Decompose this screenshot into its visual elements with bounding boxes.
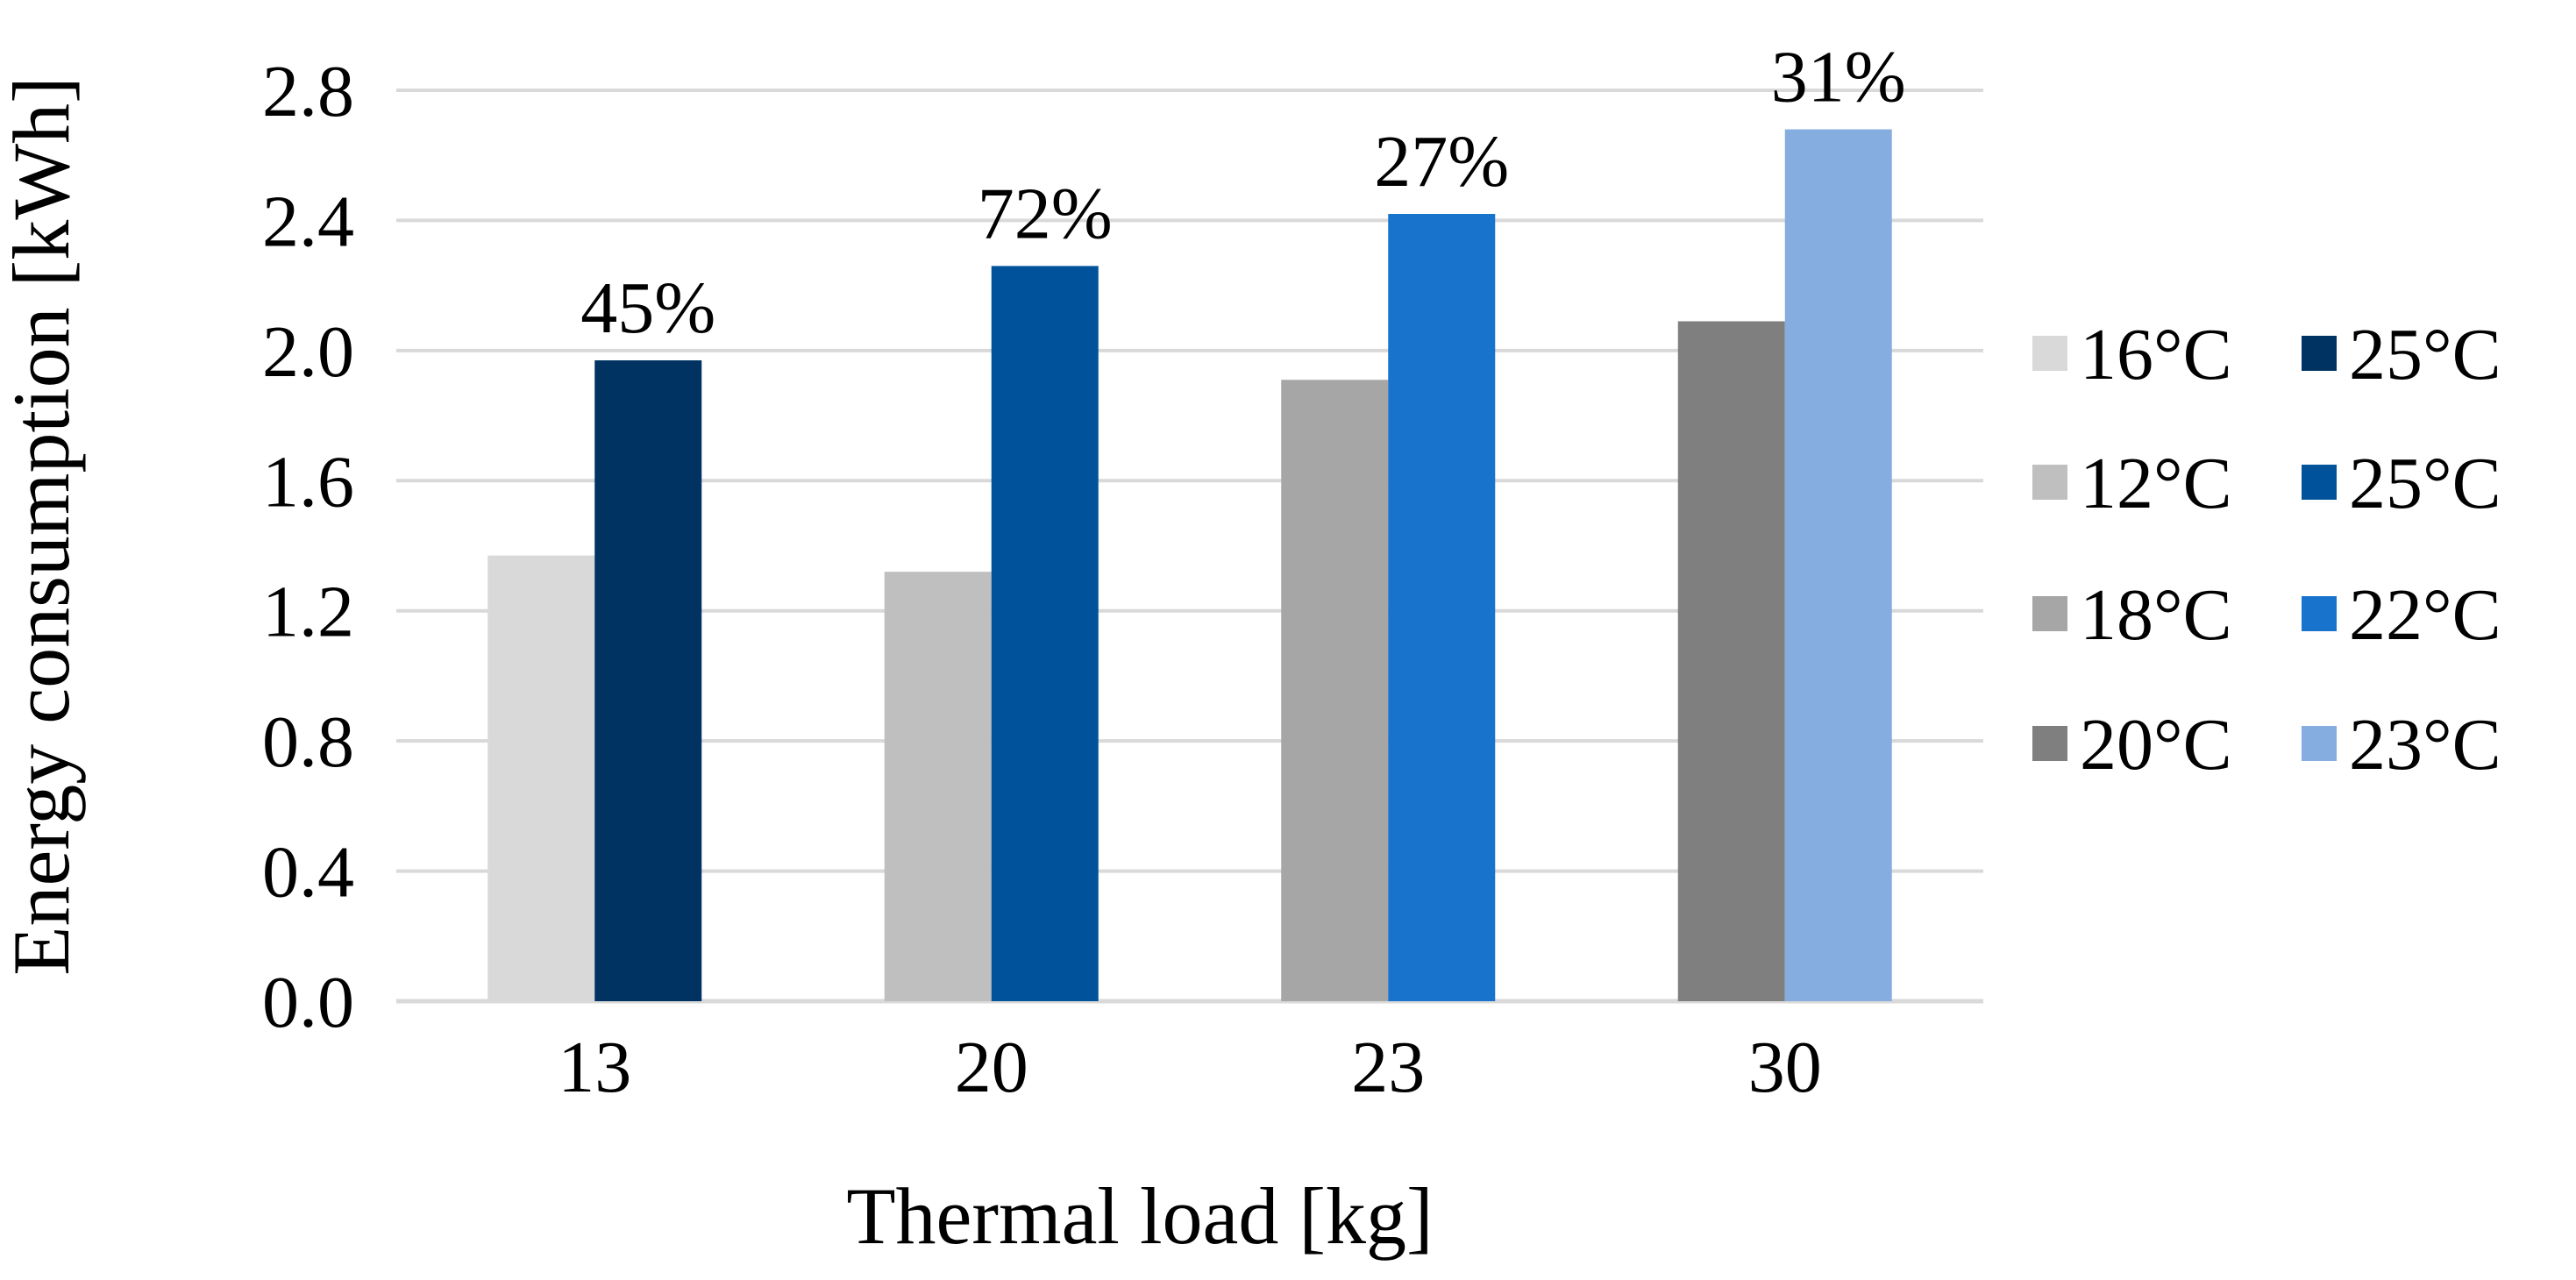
legend-swatch	[2032, 336, 2067, 371]
legend-swatch	[2032, 726, 2067, 761]
legend-label: 25°C	[2349, 443, 2501, 524]
legend-label: 20°C	[2080, 704, 2232, 786]
legend: 16°C 25°C 12°C 25°C 18°C 22°C 20°C 23°C	[2032, 314, 2501, 786]
legend-swatch	[2032, 465, 2067, 500]
bar-annotation-30: 31%	[1771, 37, 1906, 118]
legend-swatch	[2302, 465, 2337, 500]
x-tick-label: 30	[1748, 1027, 1822, 1108]
legend-item: 16°C	[2032, 314, 2232, 395]
y-tick-label: 0.0	[262, 962, 354, 1043]
x-tick-label: 13	[558, 1027, 631, 1108]
bar-23-1	[1388, 214, 1496, 1001]
y-tick-label: 0.8	[262, 701, 354, 783]
bar-13-1	[594, 359, 702, 1002]
bar-30-1	[1784, 129, 1892, 1001]
bar-annotations: 45% 72% 27% 31%	[580, 37, 1905, 349]
x-tick-label: 23	[1351, 1027, 1425, 1108]
y-axis-ticks: 0.0 0.4 0.8 1.2 1.6 2.0 2.4 2.8	[262, 51, 354, 1043]
legend-label: 23°C	[2349, 704, 2501, 786]
x-axis-title: Thermal load [kg]	[846, 1171, 1433, 1261]
bar-annotation-20: 72%	[978, 173, 1113, 254]
y-tick-label: 2.0	[262, 311, 354, 393]
bars	[487, 129, 1892, 1002]
legend-label: 16°C	[2080, 314, 2232, 395]
y-axis-title: Energy consumption [kWh]	[0, 76, 86, 975]
bar-23-0	[1281, 380, 1389, 1002]
legend-swatch	[2032, 596, 2067, 631]
legend-item: 25°C	[2302, 443, 2501, 524]
legend-item: 22°C	[2302, 574, 2501, 656]
x-tick-label: 20	[955, 1027, 1028, 1108]
legend-swatch	[2302, 336, 2337, 371]
bar-13-0	[487, 555, 595, 1001]
y-tick-label: 2.8	[262, 51, 354, 132]
y-tick-label: 1.6	[262, 441, 354, 523]
bar-20-0	[884, 572, 992, 1001]
y-tick-label: 2.4	[262, 181, 354, 262]
bar-30-0	[1677, 321, 1785, 1002]
legend-item: 23°C	[2302, 704, 2501, 786]
bar-annotation-23: 27%	[1374, 121, 1509, 203]
y-tick-label: 0.4	[262, 832, 354, 914]
legend-item: 12°C	[2032, 443, 2232, 524]
legend-label: 25°C	[2349, 314, 2501, 395]
legend-label: 18°C	[2080, 574, 2232, 656]
bar-20-1	[991, 266, 1099, 1002]
bar-annotation-13: 45%	[580, 267, 715, 349]
legend-label: 22°C	[2349, 574, 2501, 656]
legend-swatch	[2302, 596, 2337, 631]
legend-item: 18°C	[2032, 574, 2232, 656]
legend-swatch	[2302, 726, 2337, 761]
legend-item: 25°C	[2302, 314, 2501, 395]
legend-label: 12°C	[2080, 443, 2232, 524]
x-axis-ticks: 13 20 23 30	[558, 1027, 1822, 1108]
legend-item: 20°C	[2032, 704, 2232, 786]
y-tick-label: 1.2	[262, 572, 354, 653]
